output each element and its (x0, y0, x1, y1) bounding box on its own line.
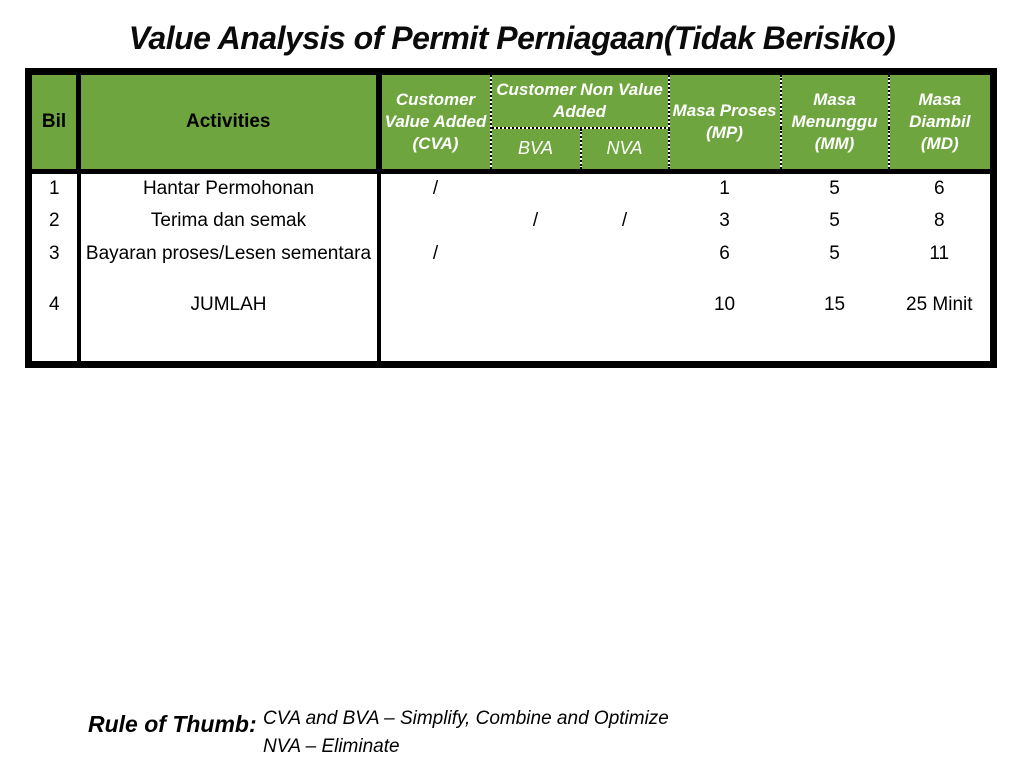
table-row-empty (28, 338, 994, 365)
cell-cva: / (378, 171, 491, 205)
cell-nva (580, 237, 669, 271)
col-header-masa-diambil: Masa Diambil (MD) (888, 71, 994, 174)
col-header-activities: Activities (78, 71, 382, 174)
cell-mp: 10 (668, 270, 781, 339)
table-row: 1 Hantar Permohonan / 1 5 6 (28, 171, 994, 205)
cell-bva: / (490, 204, 581, 238)
cell-mm: 5 (780, 204, 889, 238)
col-header-nva: NVA (580, 127, 670, 174)
table-row: 3 Bayaran proses/Lesen sementara / 6 5 1… (28, 237, 994, 271)
header-row-2: BVA NVA (29, 127, 994, 174)
page-title: Value Analysis of Permit Perniagaan(Tida… (128, 20, 896, 56)
cell-activity: Hantar Permohonan (78, 171, 381, 205)
cell-cva (378, 270, 491, 339)
rule-line-nva: NVA – Eliminate (263, 736, 400, 757)
col-header-bva: BVA (490, 127, 582, 174)
cell-bil: 1 (28, 171, 81, 205)
cell-bil (28, 338, 81, 365)
col-header-masa-proses: Masa Proses (MP) (668, 71, 782, 174)
cell-bva (490, 270, 581, 339)
cell-mm: 5 (780, 237, 889, 271)
cell-md: 8 (888, 204, 994, 238)
cell-cva: / (378, 237, 491, 271)
cell-cva (378, 204, 491, 238)
cell-nva: / (580, 204, 669, 238)
cell-md: 11 (888, 237, 994, 271)
cell-activity: Bayaran proses/Lesen sementara (78, 237, 381, 271)
cell-activity: Terima dan semak (78, 204, 381, 238)
cell-nva (580, 171, 669, 205)
col-header-cva: Customer Value Added (CVA) (378, 71, 492, 174)
table-header: Bil Activities Customer Value Added (CVA… (28, 71, 994, 174)
cell-activity (78, 338, 381, 365)
cell-bva (490, 237, 581, 271)
cell-mp: 6 (668, 237, 781, 271)
cell-bil: 3 (28, 237, 81, 271)
value-analysis-table: Bil Activities Customer Value Added (CVA… (25, 68, 998, 368)
col-header-bil: Bil (28, 71, 81, 174)
table-row-total: 4 JUMLAH 10 15 25 Minit (28, 270, 994, 339)
cell-activity: JUMLAH (78, 270, 381, 339)
cell-nva (580, 270, 669, 339)
header-row-1: Bil Activities Customer Value Added (CVA… (28, 71, 994, 174)
col-header-masa-menunggu: Masa Menunggu (MM) (780, 71, 890, 174)
table-row: 2 Terima dan semak / / 3 5 8 (28, 204, 994, 238)
cell-bva (490, 171, 581, 205)
cell-md: 25 Minit (888, 270, 994, 339)
cell-mm: 5 (780, 171, 889, 205)
cell-bil: 2 (28, 204, 81, 238)
rule-of-thumb-label: Rule of Thumb: (88, 711, 257, 737)
rule-line-cva-bva: CVA and BVA – Simplify, Combine and Opti… (263, 708, 669, 729)
col-header-customer-non-value-added: Customer Non Value Added (490, 71, 670, 129)
rule-of-thumb-lines: CVA and BVA – Simplify, Combine and Opti… (263, 705, 669, 761)
cell-md: 6 (888, 171, 994, 205)
cell-mp: 3 (668, 204, 781, 238)
cell-mm: 15 (780, 270, 889, 339)
table-body: 1 Hantar Permohonan / 1 5 6 2 Terima dan… (28, 171, 994, 365)
cell-bil: 4 (28, 270, 81, 339)
cell-mp: 1 (668, 171, 781, 205)
